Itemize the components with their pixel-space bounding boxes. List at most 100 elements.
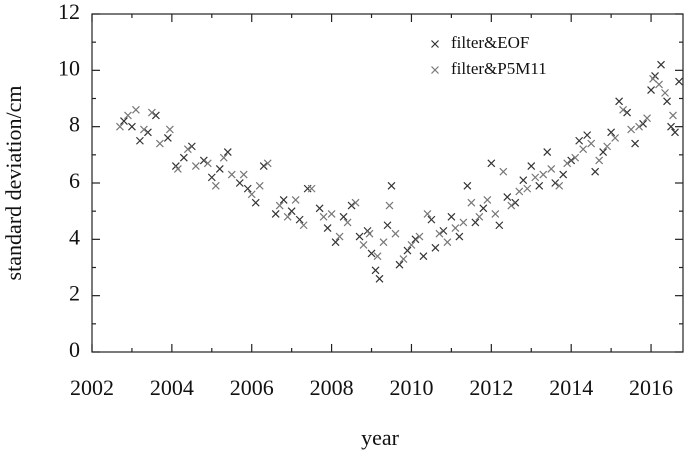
point	[251, 198, 260, 207]
point	[263, 159, 272, 168]
point	[631, 139, 640, 148]
point	[315, 204, 324, 213]
point	[371, 266, 380, 275]
x-tick-label: 2014	[549, 375, 593, 400]
point	[667, 122, 675, 131]
point	[239, 170, 248, 179]
x-tick-label: 2004	[150, 375, 194, 400]
point	[147, 108, 156, 117]
point	[615, 97, 624, 106]
point	[623, 108, 632, 117]
point	[479, 204, 488, 213]
legend-marker	[431, 40, 439, 48]
point	[563, 159, 572, 168]
point	[331, 238, 340, 247]
point	[339, 212, 348, 221]
point	[443, 238, 452, 247]
point	[235, 179, 244, 187]
point	[323, 224, 332, 232]
point	[523, 184, 532, 193]
point	[199, 156, 208, 165]
point	[675, 77, 683, 86]
point	[619, 105, 628, 114]
point	[519, 176, 528, 185]
point	[431, 243, 440, 252]
point	[463, 181, 472, 190]
point	[499, 167, 508, 176]
point	[275, 201, 284, 210]
point	[643, 114, 651, 123]
point	[543, 148, 552, 156]
point	[487, 159, 496, 168]
point	[661, 88, 669, 97]
point	[483, 195, 492, 204]
point	[669, 111, 677, 120]
point	[447, 212, 456, 221]
point	[287, 207, 296, 216]
point	[155, 139, 164, 148]
point	[271, 210, 280, 218]
point	[467, 198, 476, 207]
point	[403, 246, 412, 255]
point	[455, 232, 464, 241]
legend-marker	[431, 66, 439, 74]
point	[459, 218, 468, 227]
point	[223, 148, 232, 156]
point	[419, 252, 428, 261]
point	[219, 153, 228, 162]
point	[587, 139, 596, 148]
point	[635, 122, 643, 131]
point	[211, 181, 220, 190]
point	[555, 181, 564, 190]
point	[551, 179, 560, 187]
point	[511, 198, 520, 207]
point	[491, 210, 500, 218]
point	[307, 184, 316, 193]
point	[439, 226, 448, 235]
point	[451, 224, 460, 232]
point	[627, 125, 636, 134]
point	[151, 111, 160, 120]
y-tick-label: 4	[69, 224, 80, 249]
point	[227, 170, 236, 179]
point	[375, 274, 384, 283]
point	[471, 218, 480, 227]
y-tick-label: 2	[69, 281, 80, 306]
point	[535, 181, 544, 190]
point	[299, 221, 308, 230]
point	[183, 145, 192, 154]
point	[173, 164, 182, 173]
point	[351, 198, 360, 207]
point	[259, 162, 268, 171]
point	[411, 235, 420, 244]
point	[603, 142, 612, 151]
point	[373, 252, 382, 261]
y-tick-label: 10	[58, 55, 80, 80]
legend-label: filter&P5M11	[451, 59, 547, 78]
point	[571, 153, 580, 162]
x-axis-label: year	[361, 425, 400, 450]
point	[579, 145, 588, 154]
point	[383, 221, 392, 230]
point	[335, 232, 344, 241]
legend-label: filter&EOF	[451, 33, 529, 52]
y-tick-label: 0	[69, 337, 80, 362]
x-tick-label: 2012	[469, 375, 513, 400]
point	[435, 229, 444, 238]
point	[647, 86, 655, 94]
point	[495, 221, 504, 230]
point	[655, 80, 663, 89]
y-tick-label: 8	[69, 112, 80, 137]
x-tick-label: 2008	[310, 375, 354, 400]
point	[395, 260, 404, 269]
point	[475, 212, 484, 221]
point	[139, 125, 148, 134]
point	[391, 229, 400, 238]
point	[203, 159, 212, 168]
point	[215, 164, 224, 173]
point	[191, 162, 200, 171]
y-axis-label: standard deviation/cm	[1, 86, 26, 281]
point	[165, 125, 174, 134]
